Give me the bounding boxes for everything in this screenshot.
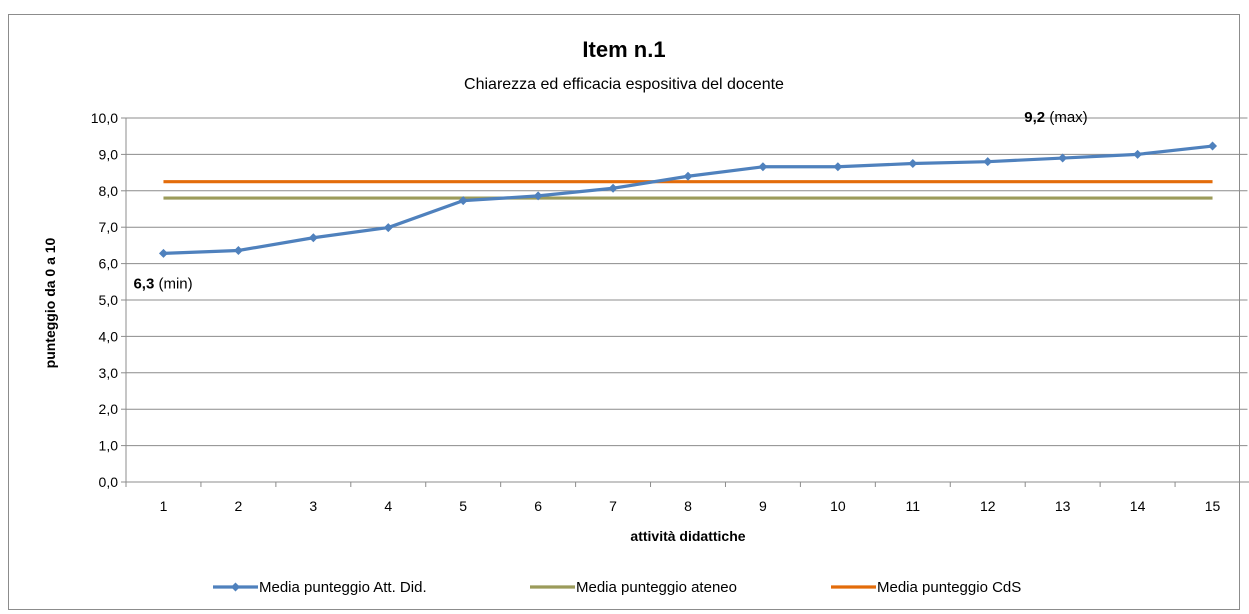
legend-marker [231,582,240,592]
chart-subtitle: Chiarezza ed efficacia espositiva del do… [464,76,784,93]
y-tick-label: 0,0 [99,474,119,490]
x-tick-label: 14 [1130,498,1146,514]
x-axis-title: attività didattiche [630,528,745,544]
data-point [983,157,993,167]
y-tick-label: 2,0 [99,401,119,417]
series-lines [158,141,1218,258]
x-tick-label: 5 [459,498,467,514]
data-point [683,171,693,181]
data-label-value: 6,3 [133,275,154,292]
data-point [158,248,168,258]
chart-title: Item n.1 [582,37,665,62]
data-label: 6,3 (min) [133,275,192,292]
x-tick-label: 7 [609,498,617,514]
x-tick-label: 10 [830,498,846,514]
y-tick-label: 10,0 [91,110,118,126]
data-label-note: (min) [154,275,192,292]
y-tick-label: 9,0 [99,146,119,162]
data-point [1058,153,1068,163]
data-point [308,233,318,243]
data-point [233,245,243,255]
legend: Media punteggio Att. Did. Media punteggio… [213,579,1021,596]
data-label-note: (max) [1045,109,1088,126]
y-tick-label: 5,0 [99,292,119,308]
x-tick-label: 11 [906,498,921,514]
y-tick-label: 7,0 [99,219,119,235]
y-axis-title: punteggio da 0 a 10 [42,237,58,368]
x-tick-label: 2 [235,498,243,514]
x-tick-label: 9 [759,498,767,514]
series-line [163,144,1213,256]
chart-frame [8,14,1240,610]
x-tick-label: 1 [160,498,168,514]
x-tick-label: 13 [1055,498,1071,514]
data-point [1208,141,1218,151]
y-tick-label: 3,0 [99,365,119,381]
x-tick-label: 4 [384,498,392,514]
annotations: 6,3 (min) 9,2 (max) [133,109,1087,292]
data-label: 9,2 (max) [1024,109,1087,126]
legend-label: Media punteggio CdS [877,579,1021,596]
y-tick-label: 8,0 [99,183,119,199]
y-tick-label: 4,0 [99,328,119,344]
x-tick-label: 12 [980,498,996,514]
x-tick-label: 8 [684,498,692,514]
data-point [383,223,393,233]
legend-label: Media punteggio Att. Did. [259,579,427,596]
y-tick-label: 6,0 [99,256,119,272]
x-tick-label: 3 [309,498,317,514]
y-tick-label: 1,0 [99,438,119,454]
gridlines [126,117,1248,447]
data-point [833,162,843,172]
legend-label: Media punteggio ateneo [576,579,737,596]
axes: 0,01,02,03,04,05,06,07,08,09,010,01 2 3 4 5 6… [91,110,1249,514]
x-tick-label: 6 [534,498,542,514]
data-point [458,196,468,206]
data-point [533,191,543,201]
data-label-value: 9,2 [1024,109,1045,126]
x-tick-label: 15 [1205,498,1221,514]
data-point [908,159,918,168]
data-point [1133,149,1143,159]
data-point [608,183,618,193]
data-point [758,162,768,172]
